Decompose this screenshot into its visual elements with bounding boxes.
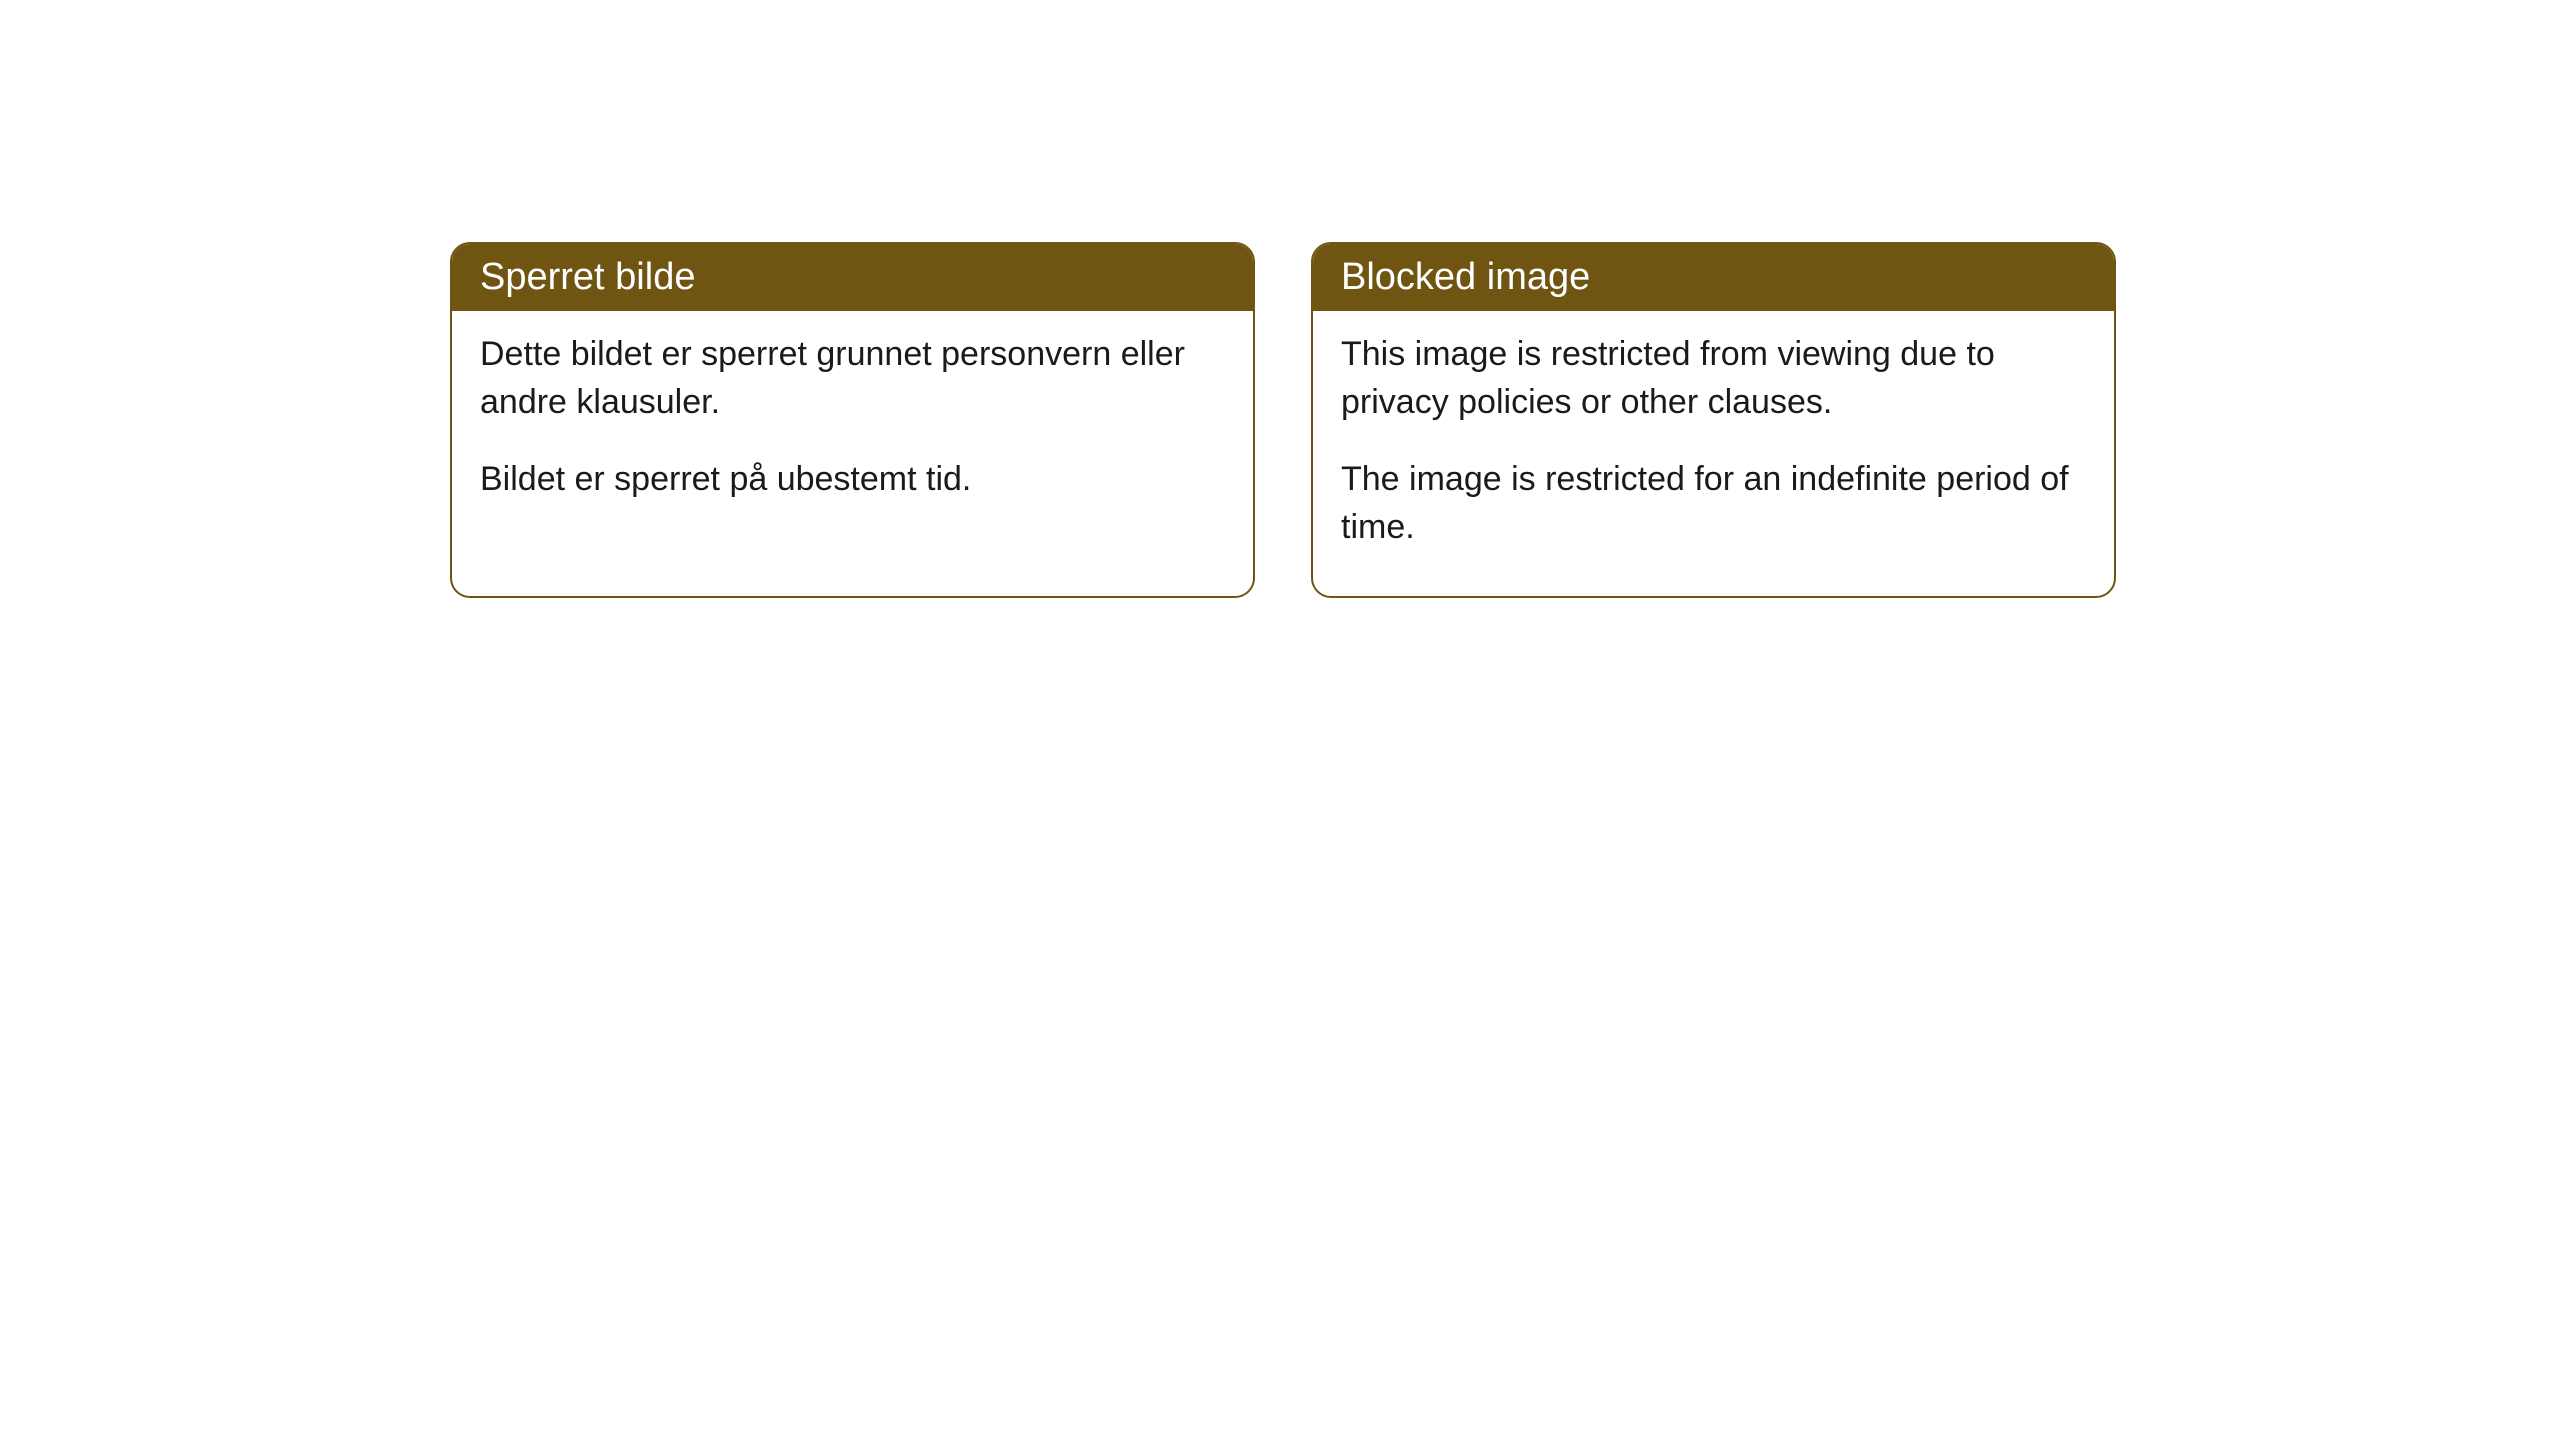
card-title: Sperret bilde xyxy=(480,256,695,298)
blocked-image-card-english: Blocked image This image is restricted f… xyxy=(1311,242,2116,598)
blocked-image-card-norwegian: Sperret bilde Dette bildet er sperret gr… xyxy=(450,242,1255,598)
card-header-norwegian: Sperret bilde xyxy=(452,244,1253,311)
notice-cards-container: Sperret bilde Dette bildet er sperret gr… xyxy=(0,0,2560,598)
card-body-english: This image is restricted from viewing du… xyxy=(1313,311,2114,596)
card-body-norwegian: Dette bildet er sperret grunnet personve… xyxy=(452,311,1253,549)
card-paragraph-2: Bildet er sperret på ubestemt tid. xyxy=(480,456,1225,504)
card-header-english: Blocked image xyxy=(1313,244,2114,311)
card-paragraph-1: This image is restricted from viewing du… xyxy=(1341,331,2086,426)
card-title: Blocked image xyxy=(1341,256,1590,298)
card-paragraph-1: Dette bildet er sperret grunnet personve… xyxy=(480,331,1225,426)
card-paragraph-2: The image is restricted for an indefinit… xyxy=(1341,456,2086,551)
